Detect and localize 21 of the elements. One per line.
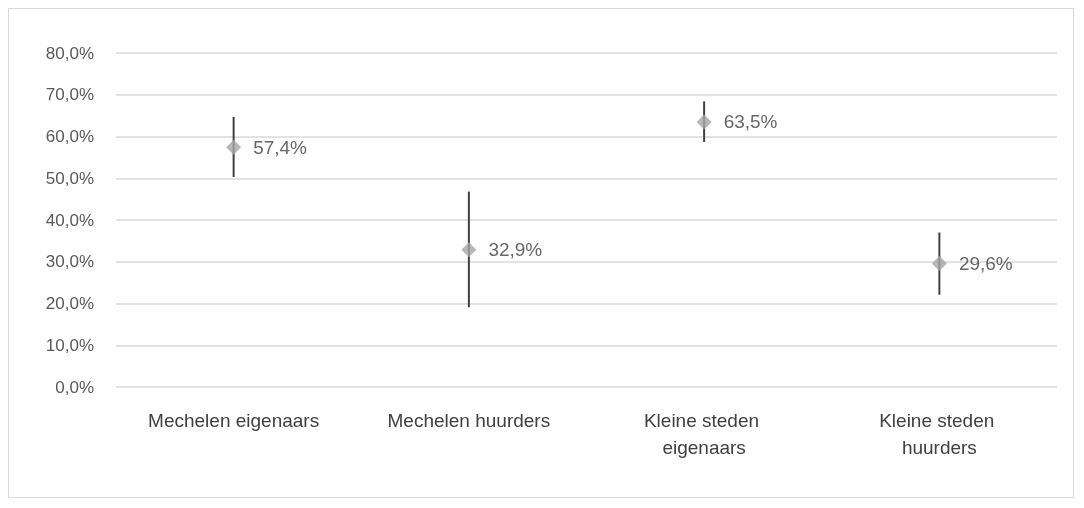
x-tick-label: Kleine steden huurders: [879, 410, 1000, 458]
point: [461, 242, 477, 258]
x-tick-label: Mechelen eigenaars: [148, 410, 320, 431]
y-tick-label: 40,0%: [45, 210, 94, 230]
x-tick-label: Kleine steden eigenaars: [643, 410, 765, 458]
y-tick-label: 20,0%: [45, 294, 94, 313]
y-tick-label: 60,0%: [45, 127, 94, 146]
y-tick-label: 70,0%: [45, 85, 94, 105]
y-tick-label: 0,0%: [55, 377, 94, 397]
y-tick-label: 50,0%: [45, 168, 94, 188]
data-label: 29,6%: [958, 252, 1013, 274]
data-label: 57,4%: [253, 136, 308, 158]
y-tick-label: 80,0%: [45, 43, 94, 63]
y-tick-label: 30,0%: [45, 252, 94, 272]
point: [931, 255, 947, 271]
data-label: 32,9%: [488, 239, 543, 261]
x-tick-label: Mechelen huurders: [387, 410, 551, 431]
data-label: 63,5%: [723, 111, 778, 133]
y-tick-label: 10,0%: [45, 335, 94, 355]
point: [226, 139, 242, 155]
point: [696, 114, 712, 130]
